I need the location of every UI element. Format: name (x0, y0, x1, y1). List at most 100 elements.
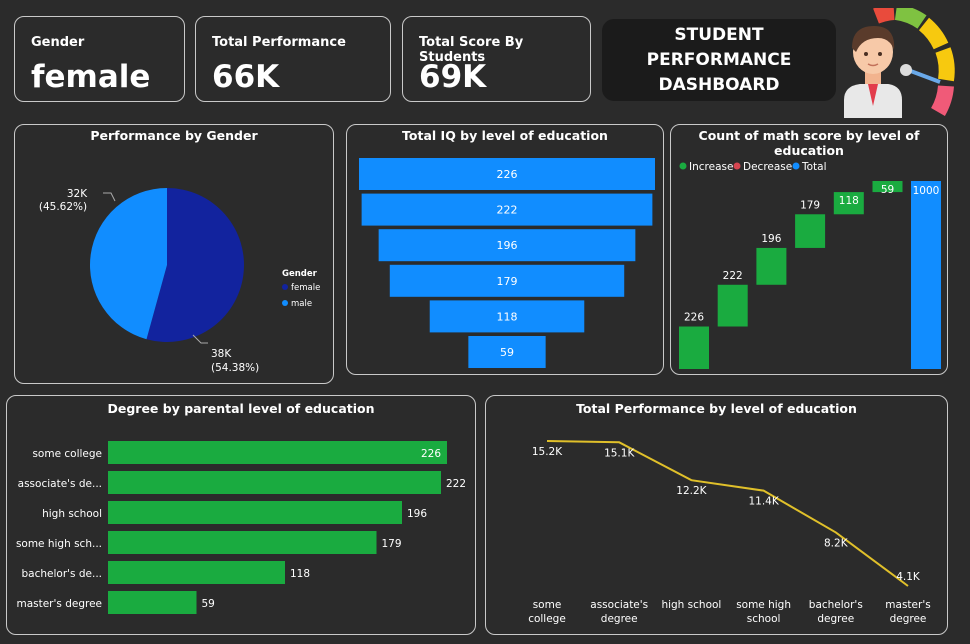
dashboard-title-line1: STUDENT PERFORMANCE (646, 24, 792, 70)
kpi-label: Total Performance (212, 35, 346, 50)
line-x-tick-label: degree (817, 613, 854, 625)
funnel-bar[interactable] (468, 336, 546, 368)
degree-bar[interactable] (108, 501, 402, 524)
panel-title: Performance by Gender (90, 128, 258, 143)
pie-label-female-value: 38K (211, 348, 232, 360)
legend-title: Gender (282, 269, 318, 279)
funnel-bar[interactable] (378, 229, 636, 262)
degree-bar-label: 196 (407, 508, 427, 520)
line-x-tick-label: some (533, 599, 562, 611)
legend-item-male[interactable]: male (291, 299, 312, 309)
iq-funnel-chart: 226 222 196 179 118 59 (359, 158, 655, 368)
waterfall-total-label: 1000 (913, 185, 940, 197)
line-data-label: 8.2K (824, 537, 849, 549)
pie-slice-female[interactable] (146, 188, 245, 342)
degree-bar-label: 179 (382, 538, 402, 550)
line-x-tick-label: associate's (590, 599, 648, 611)
line-x-tick-label: master's (885, 599, 930, 611)
funnel-bar-label: 226 (497, 168, 518, 181)
pie-label-male-value: 32K (67, 188, 88, 200)
line-x-tick-label: degree (601, 613, 638, 625)
waterfall-bar-label: 59 (881, 184, 894, 196)
waterfall-bar-increase[interactable] (717, 284, 748, 327)
degree-category-label: some college (32, 448, 102, 460)
legend-item-increase[interactable]: Increase (689, 161, 733, 173)
panel-performance-by-gender: Performance by Gender 32K (45.62%) 38K (… (14, 124, 334, 384)
performance-gauge-icon (873, 8, 955, 117)
pie-label-female-percent: (54.38%) (211, 362, 259, 374)
kpi-card-gender: Gender female (14, 16, 185, 102)
panel-title: Degree by parental level of education (107, 401, 375, 416)
legend-marker-female (282, 284, 288, 290)
waterfall-bar-increase[interactable] (872, 181, 903, 193)
degree-category-label: some high sch... (16, 538, 102, 550)
funnel-bar[interactable] (361, 193, 653, 226)
degree-bar-label: 222 (446, 478, 466, 490)
waterfall-bar-total[interactable] (911, 181, 941, 369)
degree-category-label: master's degree (16, 598, 102, 610)
line-x-tick-label: high school (661, 599, 721, 611)
panel-math-waterfall: Count of math score by level of educatio… (670, 124, 948, 375)
line-x-tick-label: bachelor's (809, 599, 863, 611)
legend-item-decrease[interactable]: Decrease (743, 161, 792, 173)
funnel-bar[interactable] (359, 158, 655, 190)
panel-title: Total Performance by level of education (576, 401, 857, 416)
kpi-label: Gender (31, 35, 85, 50)
degree-bar[interactable] (108, 531, 377, 554)
funnel-bar-label: 179 (497, 275, 518, 288)
degree-bar[interactable] (108, 591, 197, 614)
degree-category-label: bachelor's de... (22, 568, 102, 580)
degree-bar[interactable] (108, 471, 441, 494)
funnel-bar[interactable] (429, 300, 585, 333)
legend-marker-decrease (733, 162, 741, 170)
performance-line-series[interactable] (546, 440, 909, 587)
waterfall-bar-label: 222 (723, 270, 743, 282)
funnel-bar-label: 222 (497, 204, 518, 217)
line-data-label: 15.2K (532, 446, 563, 458)
dashboard-title: STUDENT PERFORMANCE DASHBOARD (602, 19, 836, 101)
waterfall-bar-label: 118 (839, 195, 859, 207)
legend-marker-increase (679, 162, 687, 170)
performance-line-chart: 15.2K 15.1K 12.2K 11.4K 8.2K 4.1K some college a… (528, 440, 931, 625)
panel-performance-line: Total Performance by level of education … (485, 395, 948, 635)
degree-bar-label: 59 (202, 598, 215, 610)
pie-label-male-percent: (45.62%) (39, 201, 87, 213)
legend-marker-total (792, 162, 800, 170)
math-waterfall-chart: Increase Decrease Total 226 222 196 179 118 5… (679, 161, 941, 369)
degree-bar[interactable] (108, 561, 285, 584)
line-x-tick-label: some high (736, 599, 791, 611)
pie-slice-male[interactable] (90, 188, 167, 340)
degree-category-label: high school (42, 508, 102, 520)
panel-degree-bars: Degree by parental level of education so… (6, 395, 476, 635)
waterfall-bar-increase[interactable] (795, 214, 826, 248)
funnel-bar[interactable] (389, 264, 625, 297)
panel-title: Count of math score by level of educatio… (698, 128, 920, 158)
dashboard-illustration (844, 8, 955, 118)
degree-bar-label: 118 (290, 568, 310, 580)
kpi-card-total-performance: Total Performance 66K (195, 16, 391, 102)
kpi-label: Total Score By Students (419, 35, 524, 65)
panel-title: Total IQ by level of education (402, 128, 608, 143)
degree-bar-label: 226 (421, 448, 441, 460)
gender-pie-chart: 32K (45.62%) 38K (54.38%) Gender female … (39, 188, 320, 374)
line-x-tick-label: school (747, 613, 781, 625)
funnel-bar-label: 59 (500, 346, 514, 359)
waterfall-bar-label: 226 (684, 312, 704, 324)
panel-iq-funnel: Total IQ by level of education 226 222 196… (346, 124, 664, 375)
legend-item-female[interactable]: female (291, 283, 320, 293)
legend-item-total[interactable]: Total (801, 161, 827, 173)
line-data-label: 15.1K (604, 447, 635, 459)
kpi-value: 66K (212, 59, 280, 95)
pie-leader-line-male (103, 192, 116, 202)
kpi-value: 69K (419, 59, 487, 95)
kpi-value: female (31, 59, 151, 95)
waterfall-bar-increase[interactable] (833, 192, 864, 215)
degree-bar[interactable] (108, 441, 447, 464)
waterfall-bar-increase[interactable] (679, 326, 709, 369)
student-teacher-avatar-icon (844, 26, 902, 118)
degree-bar-chart: some college 226 associate's de... 222 high … (16, 441, 466, 614)
legend-marker-male (282, 300, 288, 306)
funnel-bar-label: 196 (497, 239, 518, 252)
waterfall-bar-increase[interactable] (756, 247, 787, 285)
kpi-card-total-score: Total Score By Students 69K (402, 16, 591, 102)
